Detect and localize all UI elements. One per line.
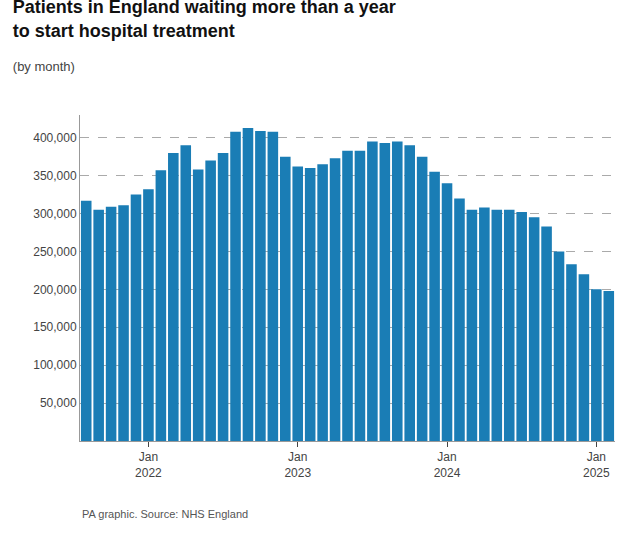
svg-text:350,000: 350,000 [33, 169, 77, 183]
svg-text:50,000: 50,000 [40, 396, 77, 410]
svg-text:300,000: 300,000 [33, 207, 77, 221]
svg-text:PA graphic. Source: NHS Englan: PA graphic. Source: NHS England [82, 508, 248, 520]
svg-text:150,000: 150,000 [33, 320, 77, 334]
svg-text:250,000: 250,000 [33, 245, 77, 259]
svg-text:Jan2023: Jan2023 [284, 450, 311, 480]
svg-text:Patients in England waiting mo: Patients in England waiting more than a … [13, 0, 396, 41]
svg-text:400,000: 400,000 [33, 131, 77, 145]
svg-text:200,000: 200,000 [33, 283, 77, 297]
svg-text:Jan2022: Jan2022 [135, 450, 162, 480]
svg-text:100,000: 100,000 [33, 358, 77, 372]
svg-text:(by month): (by month) [13, 59, 75, 74]
svg-text:Jan2025: Jan2025 [583, 450, 610, 480]
svg-text:Jan2024: Jan2024 [434, 450, 461, 480]
